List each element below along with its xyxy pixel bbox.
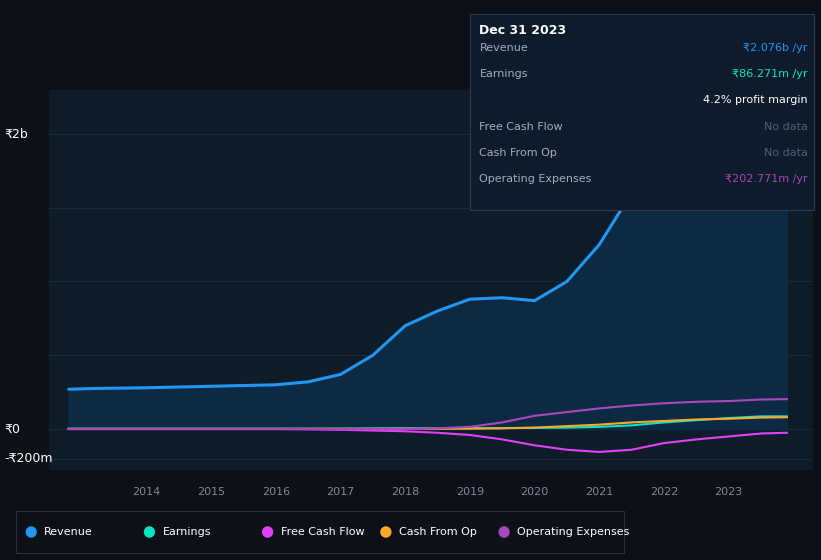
Text: 2015: 2015 [197,487,225,497]
Text: 2023: 2023 [714,487,743,497]
Text: Operating Expenses: Operating Expenses [479,174,592,184]
Text: Free Cash Flow: Free Cash Flow [479,122,563,132]
Text: 2019: 2019 [456,487,484,497]
Text: No data: No data [764,148,808,158]
Text: -₹200m: -₹200m [4,452,53,465]
Text: Free Cash Flow: Free Cash Flow [281,527,365,537]
Text: 2014: 2014 [132,487,160,497]
Text: Earnings: Earnings [163,527,211,537]
Text: 2021: 2021 [585,487,613,497]
Text: 2016: 2016 [262,487,290,497]
Text: Cash From Op: Cash From Op [479,148,557,158]
Text: 2017: 2017 [326,487,355,497]
Text: Dec 31 2023: Dec 31 2023 [479,24,566,37]
Text: 2018: 2018 [391,487,420,497]
Text: 2020: 2020 [521,487,548,497]
Text: Operating Expenses: Operating Expenses [517,527,630,537]
Text: ₹2.076b /yr: ₹2.076b /yr [743,43,808,53]
Text: Revenue: Revenue [479,43,528,53]
Text: Cash From Op: Cash From Op [399,527,477,537]
Text: No data: No data [764,122,808,132]
Text: Earnings: Earnings [479,69,528,79]
Text: 2022: 2022 [649,487,678,497]
Text: ₹86.271m /yr: ₹86.271m /yr [732,69,808,79]
Text: ₹2b: ₹2b [4,127,28,141]
Text: 4.2% profit margin: 4.2% profit margin [704,95,808,105]
Text: ₹202.771m /yr: ₹202.771m /yr [725,174,808,184]
Text: ₹0: ₹0 [4,423,20,436]
Text: Revenue: Revenue [44,527,93,537]
